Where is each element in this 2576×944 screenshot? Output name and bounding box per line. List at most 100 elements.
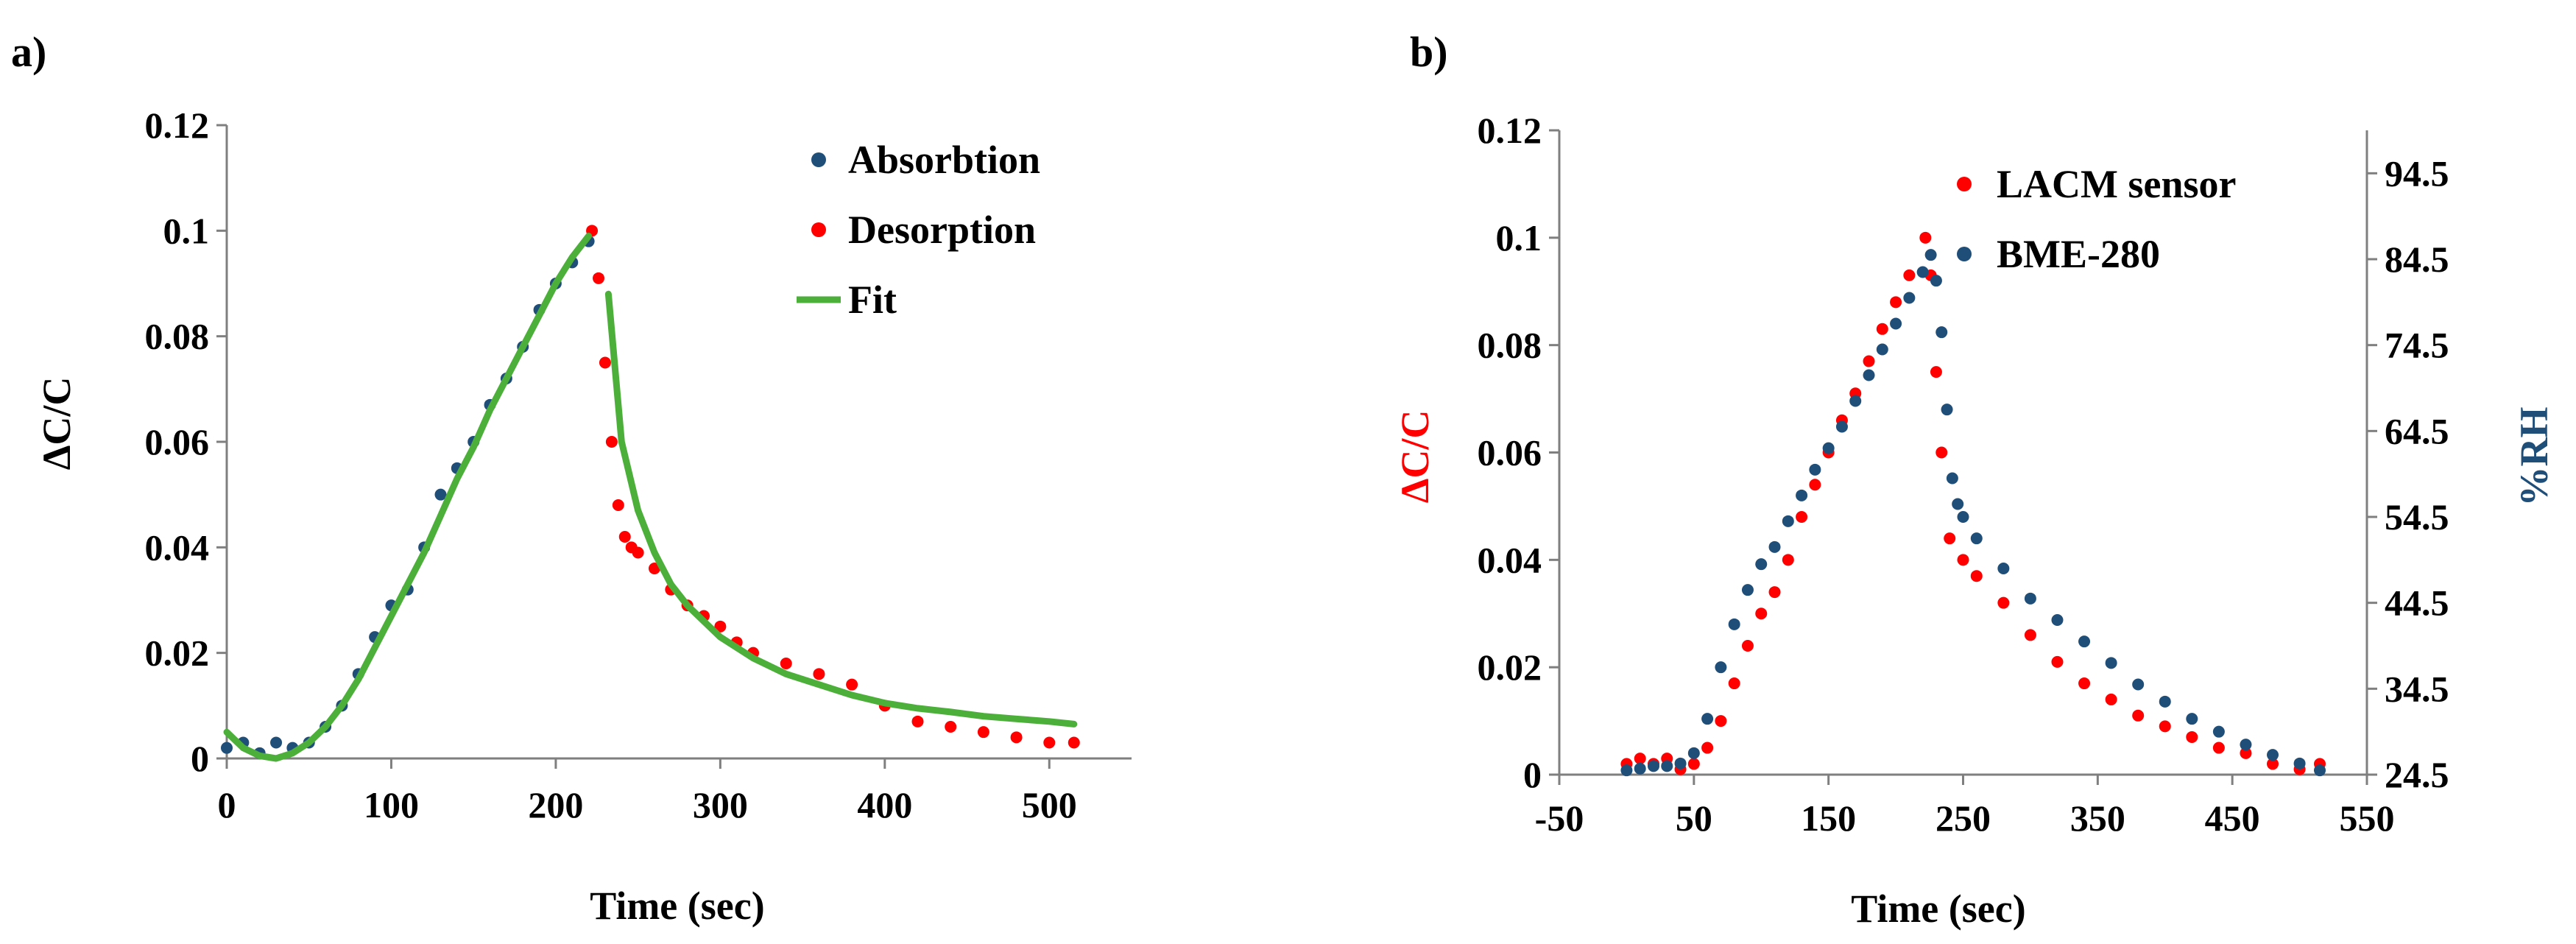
panel-a-series-line-fit [223, 233, 593, 762]
panel-a-x-tick-label: 0 [218, 784, 236, 825]
panel-b-y-tick-label: 0.02 [1478, 647, 1542, 688]
panel-b-point-bme-280 [1930, 275, 1942, 287]
panel-b-x-tick-label: 250 [1935, 797, 1991, 839]
panel-a-legend-swatch [811, 222, 826, 237]
panel-b-x-tick-label: 150 [1801, 797, 1856, 839]
panel-b-y-tick-label: 0.08 [1478, 325, 1542, 366]
panel-a-point-desorption [977, 726, 989, 739]
panel-b-point-lacm-sensor [1701, 742, 1714, 754]
panel-b-point-bme-280 [1970, 532, 1983, 545]
panel-a-series-line-fit [604, 290, 1078, 728]
panel-b-point-lacm-sensor [1782, 554, 1794, 566]
panel-b-point-lacm-sensor [2024, 629, 2036, 641]
panel-b-point-bme-280 [1941, 404, 1953, 416]
panel-b-point-bme-280 [2212, 725, 2225, 738]
panel-b-point-bme-280 [1809, 463, 1821, 476]
panel-b-point-bme-280 [1782, 515, 1794, 527]
panel-b-point-bme-280 [2024, 592, 2036, 605]
panel-b-point-lacm-sensor [1997, 596, 2010, 609]
panel-b-legend-swatch [1957, 177, 1972, 191]
panel-a-point-desorption [813, 668, 825, 680]
panel-b-point-bme-280 [1849, 395, 1862, 407]
panel-b-point-lacm-sensor [2132, 709, 2145, 722]
panel-b-y-right-tick-label: 24.5 [2385, 754, 2449, 795]
panel-b-point-lacm-sensor [1944, 532, 1956, 545]
panel-a-legend: Absorbtion Desorption Fit [797, 138, 1040, 322]
panel-a-y-tick-label: 0.06 [145, 421, 210, 462]
panel-b-point-lacm-sensor [1903, 269, 1916, 281]
panel-a-point-absorbtion [221, 742, 233, 754]
panel-b-y-right-tick-label: 74.5 [2385, 325, 2449, 366]
panel-b-point-bme-280 [1997, 563, 2010, 574]
panel-a-xlabel: Time (sec) [590, 884, 764, 928]
panel-b-point-bme-280 [2132, 678, 2145, 691]
panel-b-point-lacm-sensor [2105, 693, 2117, 705]
panel-b-legend-label: BME-280 [1997, 232, 2160, 276]
panel-a-x-tick-label: 500 [1022, 784, 1077, 825]
panel-a-point-desorption [714, 620, 727, 633]
panel-b-point-lacm-sensor [1957, 554, 1969, 566]
panel-b-point-lacm-sensor [2186, 730, 2198, 743]
panel-b-y-tick-label: 0.04 [1478, 539, 1542, 580]
panel-b-point-bme-280 [1935, 326, 1948, 339]
panel-b-point-bme-280 [1924, 249, 1937, 261]
panel-b-point-bme-280 [1620, 764, 1633, 777]
panel-b-y-tick-label: 0.06 [1478, 432, 1542, 473]
panel-b-x-tick-label: 450 [2205, 797, 2260, 839]
panel-a-point-desorption [911, 715, 924, 728]
panel-b-point-bme-280 [2078, 635, 2091, 648]
panel-b-point-bme-280 [2159, 695, 2171, 708]
panel-b-point-bme-280 [1835, 420, 1848, 433]
panel-b-point-bme-280 [2051, 614, 2064, 626]
panel-b-point-bme-280 [2267, 749, 2279, 761]
panel-a-legend-label: Fit [848, 278, 897, 322]
panel-b-point-lacm-sensor [1768, 586, 1781, 599]
panel-b-point-lacm-sensor [1809, 479, 1821, 491]
panel-b-y-tick-label: 0.12 [1478, 110, 1542, 151]
panel-b-point-bme-280 [1755, 558, 1768, 571]
panel-b-point-bme-280 [1863, 369, 1875, 381]
panel-b-point-bme-280 [1674, 757, 1687, 769]
panel-b-point-lacm-sensor [2240, 747, 2252, 759]
panel-a-point-desorption [846, 678, 858, 691]
panel-b-point-lacm-sensor [2078, 677, 2091, 690]
panel-b-point-lacm-sensor [1876, 323, 1888, 335]
panel-a-point-absorbtion [270, 736, 283, 749]
panel-b-point-bme-280 [2293, 757, 2306, 769]
panel-b-y-right-tick-label: 84.5 [2385, 239, 2449, 280]
panel-b-y-right-tick-label: 64.5 [2385, 410, 2449, 451]
panel-b-xlabel: Time (sec) [1851, 887, 2025, 931]
panel-a-x-tick-label: 300 [693, 784, 748, 825]
panel-b-point-lacm-sensor [1863, 355, 1875, 367]
panel-b-point-bme-280 [1647, 760, 1659, 772]
panel-a-label: a) [11, 28, 46, 76]
panel-b-point-bme-280 [1890, 317, 1902, 330]
panel-b-legend: LACM sensor BME-280 [1957, 162, 2236, 276]
panel-b-point-lacm-sensor [1687, 758, 1700, 770]
panel-b-point-bme-280 [1946, 472, 1958, 485]
panel-a-y-tick-label: 0.04 [145, 526, 210, 568]
panel-b-y-right-tick-label: 94.5 [2385, 152, 2449, 194]
panel-b-point-bme-280 [2186, 713, 2198, 725]
panel-a-ylabel: ΔC/C [35, 377, 79, 471]
panel-b-point-lacm-sensor [1796, 511, 1808, 523]
panel-a-y-tick-label: 0.1 [163, 210, 210, 251]
panel-b-point-lacm-sensor [2267, 758, 2279, 770]
panel-b-x-tick-label: 350 [2070, 797, 2125, 839]
panel-b-point-bme-280 [1741, 584, 1754, 596]
panel-a-point-desorption [1068, 736, 1080, 749]
panel-b-y-right-tick-label: 54.5 [2385, 496, 2449, 538]
panel-b-point-lacm-sensor [2212, 742, 2225, 754]
panel-a-point-desorption [632, 546, 644, 559]
panel-b-x-tick-label: 550 [2340, 797, 2395, 839]
panel-b-y-right-tick-label: 44.5 [2385, 582, 2449, 624]
panel-b-point-lacm-sensor [1919, 231, 1932, 244]
panel-a-point-desorption [1010, 731, 1023, 744]
panel-b-y-tick-label: 0 [1523, 754, 1542, 795]
panel-a-point-desorption [599, 356, 611, 369]
chart-panel-a: a) 0 0.02 0.04 0.06 0.08 0.1 0.12 0 100 200 300 400… [11, 28, 1132, 928]
panel-b-point-lacm-sensor [1930, 366, 1942, 378]
panel-b-point-lacm-sensor [1970, 570, 1983, 582]
panel-b-point-bme-280 [1822, 442, 1835, 454]
